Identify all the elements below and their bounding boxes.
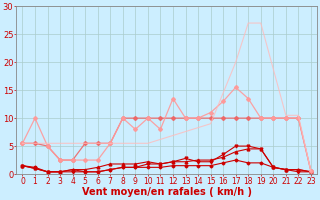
X-axis label: Vent moyen/en rafales ( km/h ): Vent moyen/en rafales ( km/h )	[82, 187, 252, 197]
